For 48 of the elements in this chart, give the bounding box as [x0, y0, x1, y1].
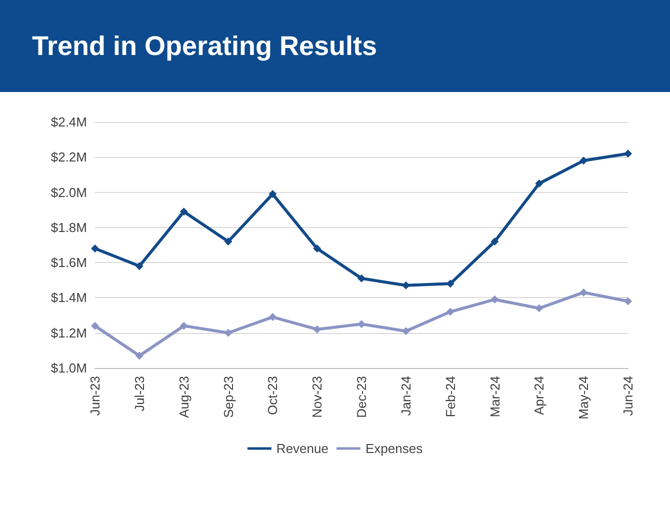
y-tick-label: $1.0M	[50, 360, 87, 376]
x-tick-label: Mar-24	[487, 376, 502, 418]
point	[135, 352, 144, 360]
x-tick-label: Jul-23	[132, 376, 147, 412]
point	[91, 244, 99, 253]
x-tick-label: Jan-24	[398, 376, 414, 416]
x-tick-label: Jun-23	[88, 376, 102, 416]
point	[402, 281, 410, 290]
point	[268, 313, 277, 322]
point	[490, 237, 499, 246]
x-tick-label: Aug-23	[176, 376, 192, 418]
point	[224, 237, 232, 246]
point	[135, 262, 144, 270]
point	[358, 274, 366, 282]
point	[535, 180, 544, 188]
point	[446, 308, 454, 316]
point	[180, 322, 188, 330]
y-tick-label: $2.0M	[50, 184, 87, 200]
legend-label: Revenue	[276, 441, 328, 456]
legend-label: Expenses	[365, 441, 424, 456]
y-tick-label: $1.6M	[50, 255, 87, 270]
y-tick-label: $1.2M	[50, 325, 87, 340]
point	[402, 327, 410, 336]
point	[224, 328, 232, 337]
x-tick-label: Apr-24	[532, 376, 547, 416]
point	[580, 156, 588, 165]
x-tick-label: Feb-24	[442, 376, 458, 418]
x-tick-label: Sep-23	[220, 376, 236, 418]
point	[580, 288, 588, 296]
point	[358, 320, 366, 328]
chart-title: Trend in Operating Results	[0, 0, 670, 92]
x-tick-label: Nov-23	[310, 376, 325, 418]
point	[624, 297, 632, 306]
point	[180, 208, 188, 216]
point	[91, 322, 99, 330]
point	[268, 190, 277, 198]
point	[490, 295, 499, 304]
y-tick-label: $2.4M	[50, 114, 87, 130]
y-tick-label: $1.8M	[50, 220, 87, 235]
point	[313, 244, 322, 253]
y-tick-label: $1.4M	[50, 290, 87, 306]
y-tick-label: $2.2M	[50, 150, 87, 165]
x-tick-label: Oct-23	[265, 376, 280, 416]
point	[535, 304, 544, 312]
point	[624, 150, 632, 158]
x-tick-label: Dec-23	[354, 376, 369, 418]
x-tick-label: May-24	[576, 376, 592, 420]
x-tick-label: Jun-24	[620, 376, 636, 416]
